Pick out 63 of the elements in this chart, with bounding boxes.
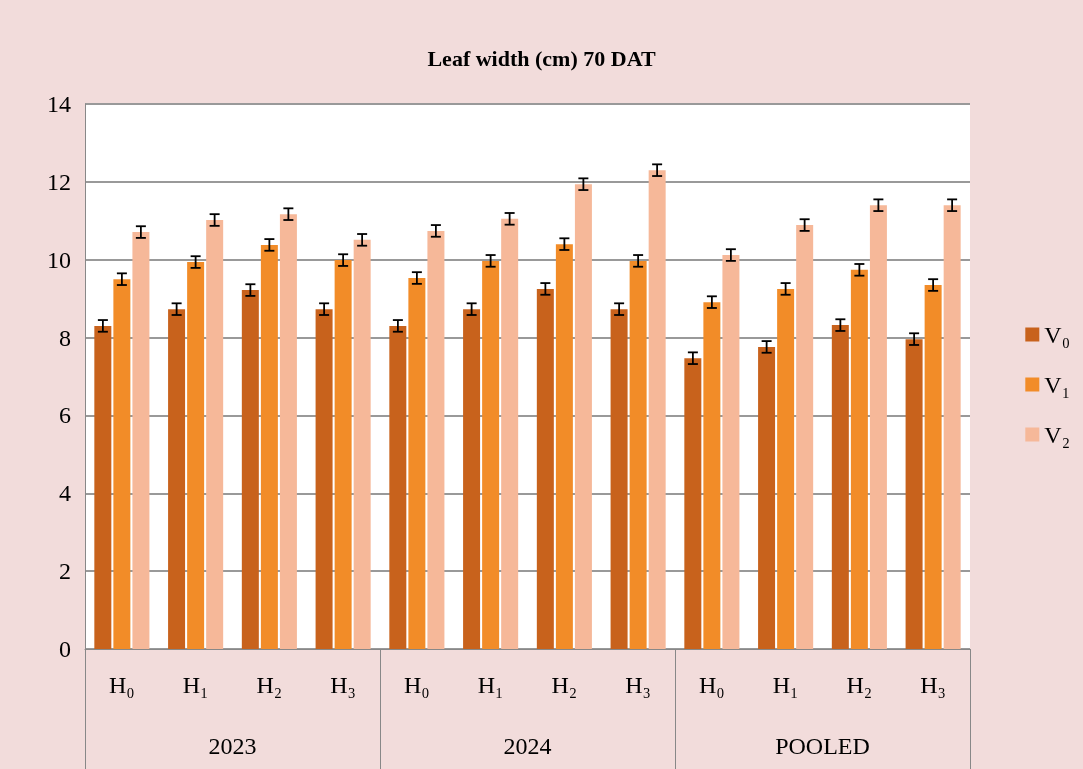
bar [924,285,942,649]
bar [648,170,666,649]
x-tick-label: H₂ [256,672,283,698]
bar [722,255,740,649]
bar [463,309,481,649]
legend-label: V₁ [1044,371,1070,398]
bar [94,325,112,649]
bar [943,205,961,649]
bar [684,358,702,649]
x-tick-label: H₂ [551,672,578,698]
x-tick-label: H₀ [699,672,725,698]
text: POOLED [775,733,870,759]
bar [574,184,592,649]
text: 2023 [208,733,257,759]
y-tick-label: 0 [59,636,71,662]
bar [132,232,150,649]
bar [279,214,297,649]
x-tick-label: H₁ [182,672,209,698]
x-tick-label: H₂ [846,672,873,698]
y-tick-label: 4 [59,480,71,507]
bar [206,220,224,649]
y-tick-label: 14 [47,91,71,117]
bar [610,309,628,649]
bar [777,288,795,649]
bar [501,218,519,649]
bar [260,244,278,649]
bar [427,230,445,649]
x-tick-label: H₃ [625,672,651,698]
bar [905,339,923,649]
bar [869,205,887,649]
bar [315,309,333,649]
bar [831,325,849,649]
bar [389,325,407,649]
bar [850,269,868,649]
bar [536,288,554,649]
y-tick-label: 6 [59,402,71,429]
bar [113,279,131,649]
bar [796,225,814,649]
bar [555,244,573,649]
bar [408,278,426,649]
legend-label: V₂ [1044,421,1070,448]
bar [758,346,776,649]
y-tick-label: 10 [47,246,71,273]
text: 2024 [503,733,552,759]
chart-title: Leaf width (cm) 70 DAT [427,45,656,71]
bar [187,262,205,649]
y-tick-label: 8 [59,324,71,351]
bar [703,302,721,649]
x-tick-label: H₁ [772,672,799,698]
x-tick-label: H₃ [920,672,946,698]
bar [629,260,647,649]
x-tick-label: H₁ [477,672,504,698]
bar [334,260,352,649]
x-tick-label: H₃ [330,672,356,698]
bar [353,239,371,649]
legend-label: V₀ [1044,321,1070,348]
y-tick-label: 2 [59,558,71,585]
bar [241,290,259,649]
x-tick-label: H₀ [404,672,430,698]
x-tick-label: H₀ [109,672,135,698]
bar [168,309,186,649]
y-tick-label: 12 [47,168,71,195]
bar [482,260,500,649]
